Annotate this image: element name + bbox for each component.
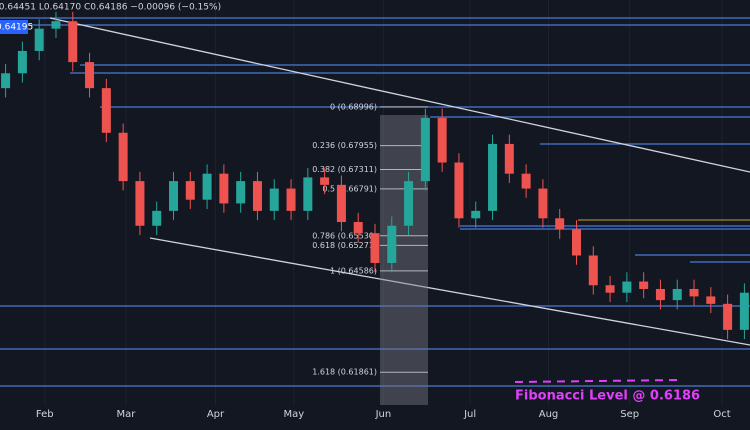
candle-body [118, 132, 128, 182]
x-tick-label: May [283, 409, 304, 420]
candle-body [420, 117, 430, 182]
candle-body [689, 288, 699, 297]
candle-body [286, 188, 296, 211]
fib-label: 1.618 (0.61861) [312, 368, 377, 377]
x-tick-label: Jun [375, 409, 392, 420]
drawings [0, 17, 750, 387]
candle-body [17, 50, 27, 74]
candle-body [320, 177, 330, 185]
candle-body [622, 281, 632, 293]
x-axis: Feb Mar Apr May Jun Jul Aug Sep Oct [36, 409, 731, 420]
candle-body [34, 28, 44, 51]
x-tick-label: Aug [539, 409, 559, 420]
x-tick-label: Oct [713, 409, 730, 420]
candle-body [219, 173, 229, 204]
candle-body [605, 285, 615, 293]
candle-body [85, 62, 95, 89]
candle-body [303, 177, 313, 211]
candle-body [252, 181, 262, 211]
candle-body [571, 229, 581, 256]
candle-body [152, 210, 162, 226]
price-tag-box [0, 20, 28, 34]
fib-zone [380, 115, 428, 405]
candle-body [353, 222, 363, 234]
x-tick-label: Mar [116, 409, 136, 420]
fib-retracement: 0 (0.68996) 0.236 (0.67955) 0.382 (0.67311… [312, 102, 428, 377]
candle-body [1, 73, 11, 89]
candle-body [488, 143, 498, 211]
x-tick-label: Jul [463, 409, 476, 420]
annotation: Fibonacci Level @ 0.6186 [515, 389, 700, 404]
candles [1, 11, 749, 340]
fib-label: 0.382 (0.67311) [312, 165, 377, 174]
fib-label: 0 (0.68996) [330, 102, 377, 111]
candle-body [521, 173, 531, 189]
candle-body [723, 303, 733, 330]
price-tag: 0.64195 [0, 23, 33, 33]
candle-body [639, 281, 649, 289]
fib-label: 0.786 (0.65530) [312, 231, 377, 240]
candle-body [437, 117, 447, 163]
candle-body [504, 143, 514, 174]
candle-body [269, 188, 279, 211]
candle-body [135, 181, 145, 226]
candle-body [655, 288, 665, 301]
trend-line [49, 17, 750, 173]
candle-body [672, 288, 682, 301]
candle-body [471, 210, 481, 219]
candle-body [370, 233, 380, 263]
fib-label: 1 (0.64586) [330, 266, 377, 275]
candle-body [236, 181, 246, 204]
candle-body [387, 225, 397, 263]
ohlc-header: H0.64451 L0.64170 C0.64186 −0.00096 (−0.… [0, 3, 221, 13]
candle-body [169, 181, 179, 211]
fib-label: 0.5 (0.66791) [322, 184, 377, 193]
candle-body [51, 21, 61, 29]
x-tick-label: Sep [620, 409, 639, 420]
fib-label: 0.236 (0.67955) [312, 141, 377, 150]
grid [44, 0, 723, 405]
candle-body [404, 181, 414, 226]
candle-body [706, 296, 716, 304]
x-tick-label: Apr [207, 409, 225, 420]
candle-body [336, 184, 346, 223]
candle-body [454, 162, 464, 219]
candle-body [202, 173, 212, 200]
candle-body [185, 181, 195, 200]
candle-body [68, 21, 78, 63]
candle-body [538, 188, 548, 219]
x-tick-label: Feb [36, 409, 54, 420]
trend-line [149, 237, 750, 346]
fib-label: 0.618 (0.65271) [312, 241, 377, 250]
candle-body [588, 255, 598, 286]
candle-body [555, 218, 565, 230]
candle-body [101, 88, 111, 133]
candle-body [739, 292, 749, 330]
